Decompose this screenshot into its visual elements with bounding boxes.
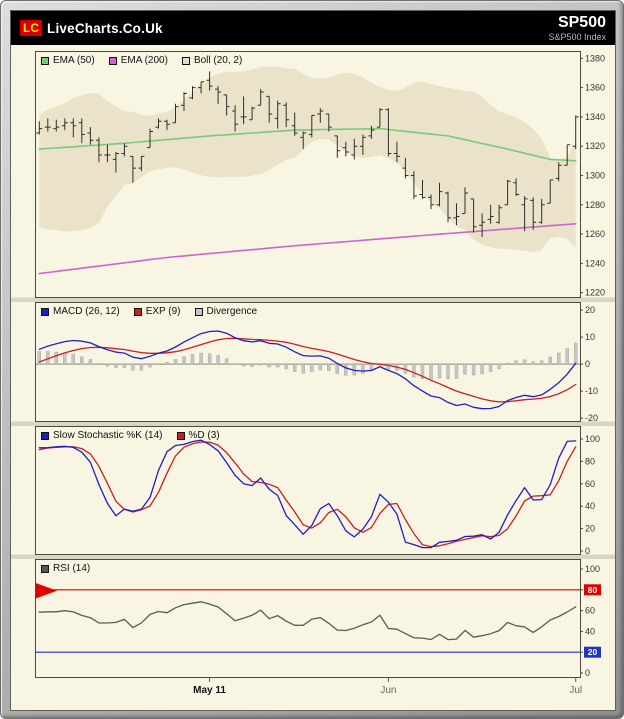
svg-text:40: 40 — [585, 501, 595, 511]
svg-text:40: 40 — [585, 626, 595, 636]
legend-item: EMA (50) — [41, 55, 95, 66]
svg-text:0: 0 — [585, 546, 590, 556]
legend-swatch — [41, 307, 49, 316]
legend-item: Boll (20, 2) — [181, 55, 243, 66]
svg-text:10: 10 — [585, 332, 595, 342]
legend-item: %D (3) — [176, 430, 220, 441]
svg-text:100: 100 — [585, 434, 600, 444]
legend-swatch — [194, 307, 203, 316]
svg-text:60: 60 — [585, 479, 595, 489]
legend-swatch — [41, 564, 49, 573]
svg-text:20: 20 — [588, 647, 598, 657]
legend-label: RSI (14) — [53, 563, 91, 574]
chart-canvas: 1380 1360 1340 1320 1300 1280 1260 1240 1220 20 10… — [11, 51, 615, 696]
legend-item: EXP (9) — [133, 306, 181, 317]
legend-label: Divergence — [206, 306, 258, 317]
svg-text:Jun: Jun — [380, 685, 396, 696]
svg-text:100: 100 — [585, 564, 600, 574]
svg-text:1280: 1280 — [585, 200, 605, 210]
legend-swatch — [41, 56, 49, 65]
legend-item: Divergence — [194, 306, 258, 317]
legend-item: RSI (14) — [41, 563, 90, 574]
legend-item: EMA (200) — [108, 55, 168, 66]
svg-text:80: 80 — [588, 585, 598, 595]
svg-text:20: 20 — [585, 305, 595, 315]
legend-label: %D (3) — [188, 430, 220, 441]
legend-stoch: Slow Stochastic %K (14) %D (3) — [41, 430, 234, 441]
legend-label: MACD (26, 12) — [53, 306, 120, 317]
brand-name[interactable]: LiveCharts.Co.Uk — [47, 20, 163, 36]
legend-swatch — [108, 56, 117, 65]
svg-text:1320: 1320 — [585, 141, 605, 151]
svg-text:0: 0 — [585, 359, 590, 369]
legend-label: EMA (200) — [120, 55, 168, 66]
svg-text:May 11: May 11 — [193, 685, 226, 696]
svg-text:1360: 1360 — [585, 83, 605, 93]
legend-swatch — [181, 56, 190, 65]
svg-text:1300: 1300 — [585, 170, 605, 180]
symbol-subtitle: S&P500 Index — [548, 32, 606, 43]
brand-link[interactable]: LC LiveCharts.Co.Uk — [20, 20, 163, 36]
svg-text:1240: 1240 — [585, 258, 605, 268]
legend-label: Boll (20, 2) — [193, 55, 243, 66]
svg-text:1380: 1380 — [585, 53, 605, 63]
svg-text:20: 20 — [585, 524, 595, 534]
legend-label: Slow Stochastic %K (14) — [53, 430, 163, 441]
svg-text:60: 60 — [585, 606, 595, 616]
svg-text:-20: -20 — [585, 413, 598, 423]
svg-text:0: 0 — [585, 668, 590, 678]
svg-text:1340: 1340 — [585, 112, 605, 122]
legend-label: EXP (9) — [145, 306, 181, 317]
symbol-block: SP500 S&P500 Index — [548, 14, 606, 43]
legend-swatch — [41, 431, 49, 440]
svg-text:1260: 1260 — [585, 229, 605, 239]
svg-text:-10: -10 — [585, 386, 598, 396]
legend-swatch — [133, 307, 142, 316]
chart-window: 1380 1360 1340 1320 1300 1280 1260 1240 1220 20 10… — [10, 10, 616, 711]
header-bar: LC LiveCharts.Co.Uk SP500 S&P500 Index — [11, 11, 615, 45]
svg-text:80: 80 — [585, 456, 595, 466]
legend-rsi: RSI (14) — [41, 563, 104, 574]
legend-macd: MACD (26, 12) EXP (9) Divergence — [41, 306, 271, 317]
legend-swatch — [176, 431, 185, 440]
svg-text:1220: 1220 — [585, 288, 605, 298]
brand-logo[interactable]: LC — [20, 20, 42, 36]
legend-item: Slow Stochastic %K (14) — [41, 430, 163, 441]
legend-price: EMA (50) EMA (200) Boll (20, 2) — [41, 55, 256, 66]
legend-label: EMA (50) — [53, 55, 95, 66]
legend-item: MACD (26, 12) — [41, 306, 120, 317]
symbol-title: SP500 — [557, 13, 606, 31]
svg-text:Jul: Jul — [569, 685, 582, 696]
